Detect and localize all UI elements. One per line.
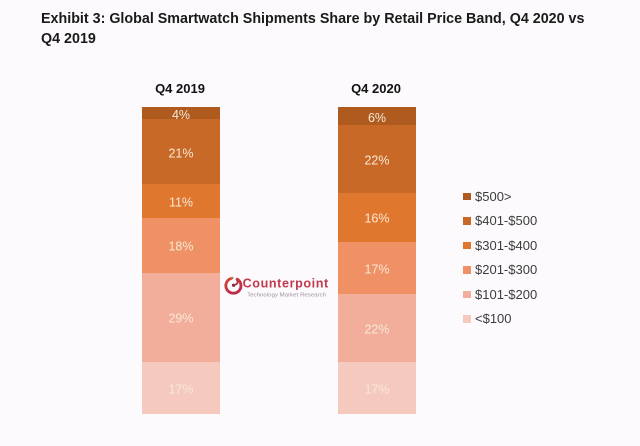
svg-text:Technology Market Research: Technology Market Research — [247, 292, 326, 298]
svg-text:Counterpoint: Counterpoint — [243, 277, 329, 291]
